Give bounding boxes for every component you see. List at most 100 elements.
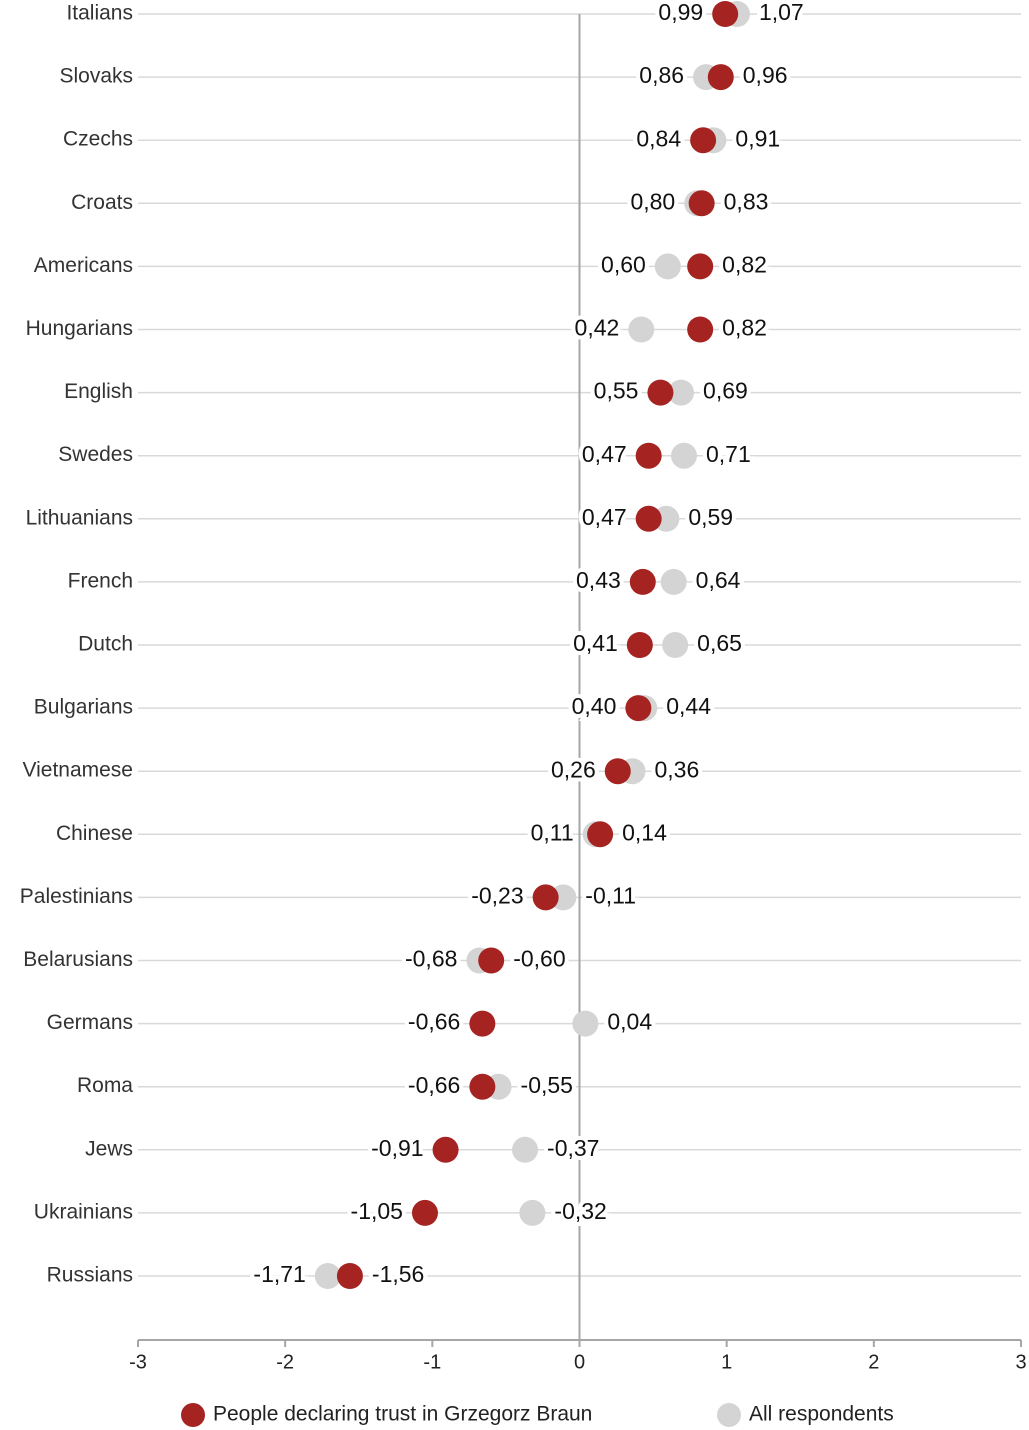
dot <box>512 1136 539 1163</box>
dot <box>469 1073 496 1100</box>
value-label: 0,47 <box>582 441 627 467</box>
category-label: Vietnamese <box>22 759 133 782</box>
category-label: French <box>68 569 133 592</box>
value-label: -0,66 <box>408 1009 460 1035</box>
dot <box>629 568 656 595</box>
dot <box>707 64 734 91</box>
value-label: 0,36 <box>654 756 699 782</box>
value-label: -0,32 <box>554 1198 606 1224</box>
dot <box>625 695 652 722</box>
value-label: 0,41 <box>573 630 618 656</box>
category-label: Lithuanians <box>26 506 133 529</box>
dot <box>626 632 653 658</box>
category-label: Croats <box>71 191 133 214</box>
category-label: Chinese <box>56 822 133 845</box>
legend-label: People declaring trust in Grzegorz Braun <box>213 1403 592 1426</box>
dot <box>690 127 717 154</box>
x-tick-label: 3 <box>1015 1351 1026 1373</box>
dot <box>532 884 559 911</box>
dot <box>687 316 714 343</box>
category-label: Ukrainians <box>34 1200 133 1223</box>
x-tick-label: -1 <box>423 1351 441 1373</box>
x-tick-label: -2 <box>276 1351 294 1373</box>
value-label: -0,23 <box>471 882 523 908</box>
dot <box>688 190 715 217</box>
dot <box>662 632 689 658</box>
value-label: 0,91 <box>735 125 780 151</box>
legend-label: All respondents <box>749 1403 894 1426</box>
dot <box>660 568 687 595</box>
category-label: Italians <box>66 2 133 25</box>
x-tick-label: 0 <box>574 1351 585 1373</box>
category-label: Russians <box>47 1264 133 1287</box>
value-label: 0,40 <box>572 693 617 719</box>
x-tick-label: -3 <box>129 1351 147 1373</box>
value-label: 0,14 <box>622 819 667 845</box>
dot <box>314 1263 341 1289</box>
value-label: 0,59 <box>688 504 733 530</box>
value-label: -1,56 <box>372 1261 424 1287</box>
value-label: 0,42 <box>575 315 620 341</box>
dot <box>519 1199 546 1226</box>
dot <box>647 379 674 406</box>
value-label: -0,66 <box>408 1072 460 1098</box>
value-label: 0,44 <box>666 693 711 719</box>
value-label: 0,84 <box>636 125 681 151</box>
value-label: -0,91 <box>371 1135 423 1161</box>
value-label: 0,26 <box>551 756 596 782</box>
dot <box>668 379 695 406</box>
dot <box>336 1263 363 1289</box>
value-label: -1,71 <box>253 1261 305 1287</box>
category-label: Hungarians <box>26 317 133 340</box>
dot <box>628 316 655 343</box>
category-label: Dutch <box>78 633 133 656</box>
dot <box>654 253 681 280</box>
dot <box>478 947 505 974</box>
legend-marker <box>181 1403 205 1427</box>
value-label: -0,11 <box>585 882 636 908</box>
dot <box>432 1136 459 1163</box>
value-label: -0,55 <box>521 1072 573 1098</box>
dot <box>712 1 739 27</box>
value-label: 0,64 <box>696 567 741 593</box>
category-label: Germans <box>47 1011 133 1034</box>
dot <box>411 1199 438 1226</box>
dot <box>469 1010 496 1037</box>
x-tick-label: 2 <box>868 1351 879 1373</box>
value-label: -0,60 <box>513 946 565 972</box>
value-label: -0,37 <box>547 1135 599 1161</box>
value-label: 0,60 <box>601 251 646 277</box>
value-label: 0,86 <box>639 62 684 88</box>
value-label: 0,69 <box>703 378 748 404</box>
dot <box>572 1010 599 1037</box>
legend-marker <box>717 1403 741 1427</box>
value-label: 0,82 <box>722 315 767 341</box>
x-tick-label: 1 <box>721 1351 732 1373</box>
value-label: 0,04 <box>607 1009 652 1035</box>
category-label: English <box>64 380 133 403</box>
category-label: Slovaks <box>59 65 133 88</box>
value-label: 0,47 <box>582 504 627 530</box>
value-label: 0,96 <box>743 62 788 88</box>
value-label: 0,43 <box>576 567 621 593</box>
value-label: 0,65 <box>697 630 742 656</box>
value-label: 0,82 <box>722 251 767 277</box>
value-label: 0,55 <box>594 378 639 404</box>
dot <box>587 821 614 848</box>
category-label: Belarusians <box>23 948 133 971</box>
dot <box>604 758 631 785</box>
value-label: 0,71 <box>706 441 751 467</box>
category-label: Czechs <box>63 128 133 151</box>
category-label: Swedes <box>58 443 133 466</box>
category-label: Jews <box>85 1137 133 1160</box>
value-label: 1,07 <box>759 0 804 25</box>
value-label: 0,83 <box>724 188 769 214</box>
dot <box>687 253 714 280</box>
value-label: 0,80 <box>630 188 675 214</box>
value-label: 0,11 <box>531 819 574 845</box>
value-label: -0,68 <box>405 946 457 972</box>
category-label: Americans <box>34 254 133 277</box>
category-label: Palestinians <box>20 885 133 908</box>
